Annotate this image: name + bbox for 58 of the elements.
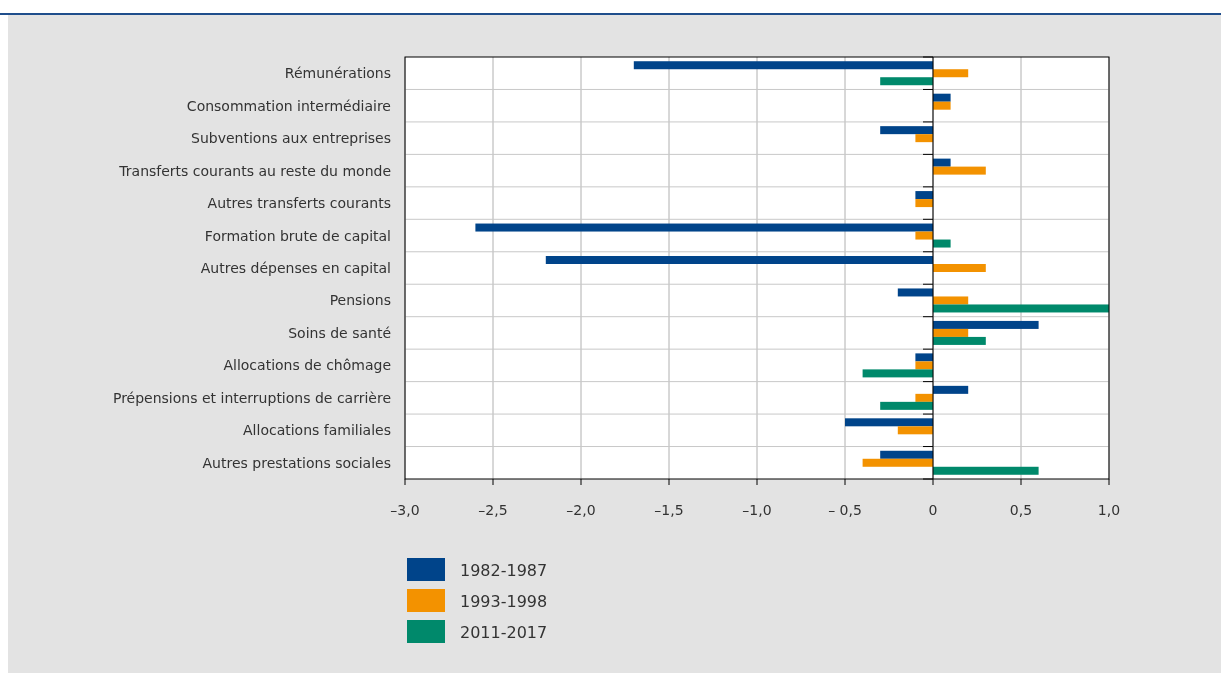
x-tick-label: 0,5 xyxy=(1009,502,1033,518)
y-tick-label: Soins de santé xyxy=(288,324,391,341)
x-tick-label: –2,0 xyxy=(566,502,596,518)
bar xyxy=(933,69,969,78)
bar xyxy=(897,426,933,435)
x-tick-label: 0 xyxy=(928,502,938,518)
bar xyxy=(633,61,933,70)
bar xyxy=(933,264,986,272)
y-tick-label: Transferts courants au reste du monde xyxy=(118,162,391,179)
bar xyxy=(933,239,951,248)
x-tick-label: 1,0 xyxy=(1097,502,1121,518)
bar xyxy=(933,320,1039,329)
bar xyxy=(915,393,933,402)
bar xyxy=(845,418,933,427)
bar xyxy=(933,385,969,394)
x-tick-label: –2,5 xyxy=(478,502,508,518)
bar xyxy=(915,231,933,240)
bar xyxy=(862,369,933,378)
bar xyxy=(933,336,986,345)
y-tick-label: Allocations de chômage xyxy=(223,357,391,374)
legend-label: 1993-1998 xyxy=(460,592,548,611)
y-tick-label: Autres prestations sociales xyxy=(202,454,391,471)
y-tick-label: Autres dépenses en capital xyxy=(200,260,391,276)
bar xyxy=(933,93,951,102)
x-tick-label: –1,5 xyxy=(654,502,684,518)
bar xyxy=(933,158,951,167)
y-tick-label: Subventions aux entreprises xyxy=(191,130,391,147)
bar xyxy=(915,353,933,362)
legend-label: 1982-1987 xyxy=(460,561,548,580)
bar xyxy=(880,126,933,135)
x-tick-label: – 0,5 xyxy=(828,502,862,518)
bar xyxy=(475,223,933,232)
x-tick-label: –3,0 xyxy=(390,502,420,518)
y-tick-label: Consommation intermédiaire xyxy=(186,97,391,114)
bar xyxy=(880,77,933,86)
y-tick-label: Autres transferts courants xyxy=(207,195,391,212)
bar xyxy=(880,401,933,410)
bar xyxy=(862,458,933,467)
x-tick-label: –1,0 xyxy=(742,502,772,518)
y-tick-label: Prépensions et interruptions de carrière xyxy=(112,389,391,406)
bar xyxy=(897,288,933,297)
bar xyxy=(915,191,933,200)
bar xyxy=(933,304,1109,313)
y-tick-label: Pensions xyxy=(329,292,391,309)
bar xyxy=(933,166,986,175)
bar xyxy=(880,450,933,459)
bar xyxy=(545,256,933,264)
bar xyxy=(933,466,1039,475)
bar xyxy=(933,296,969,305)
legend-label: 2011-2017 xyxy=(460,623,548,642)
y-tick-label: Rémunérations xyxy=(284,65,391,82)
bar xyxy=(915,199,933,208)
bar xyxy=(933,328,969,337)
y-tick-label: Allocations familiales xyxy=(243,422,391,439)
bar xyxy=(933,101,951,110)
y-tick-label: Formation brute de capital xyxy=(204,227,391,244)
bar xyxy=(915,361,933,370)
bar xyxy=(915,134,933,143)
